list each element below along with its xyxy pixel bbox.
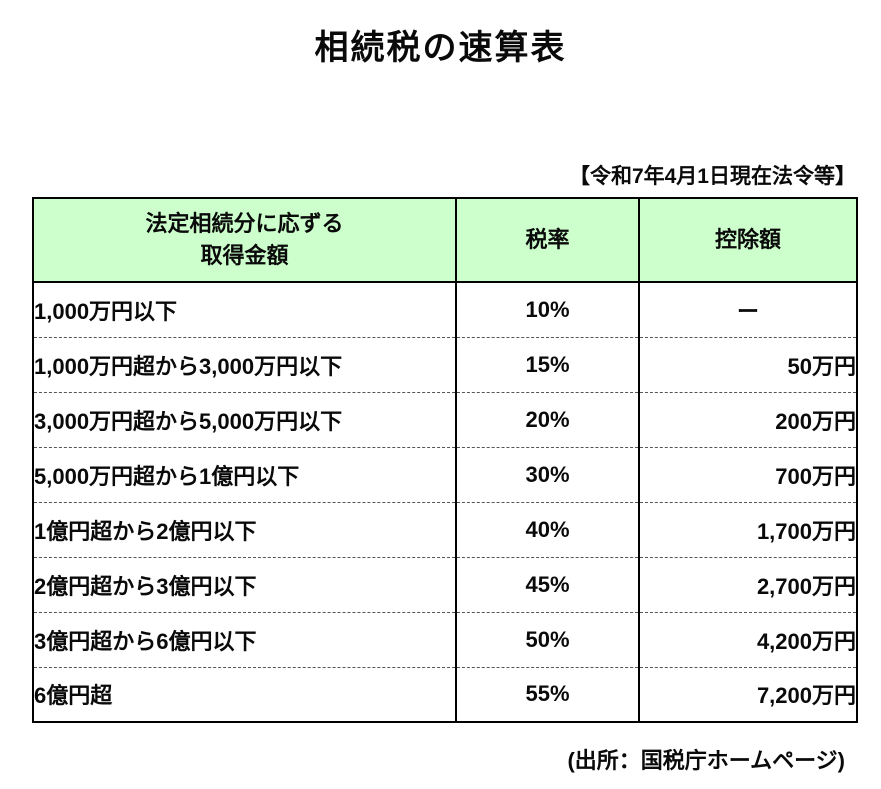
table-row: 1億円超から2億円以下 40% 1,700万円 xyxy=(32,501,858,557)
page-title: 相続税の速算表 xyxy=(314,29,567,67)
cell-deduction: ー xyxy=(638,281,858,337)
table-row: 2億円超から3億円以下 45% 2,700万円 xyxy=(32,556,858,612)
cell-rate: 40% xyxy=(455,501,640,557)
table-row: 1,000万円超から3,000万円以下 15% 50万円 xyxy=(32,336,858,392)
header-cell-tax-rate: 税率 xyxy=(455,197,640,283)
table-row: 6億円超 55% 7,200万円 xyxy=(32,666,858,723)
source-note: (出所：国税庁ホームページ) xyxy=(567,748,845,773)
cell-deduction: 1,700万円 xyxy=(638,501,858,557)
cell-rate: 20% xyxy=(455,391,640,447)
cell-rate: 55% xyxy=(455,666,640,723)
table-header-row: 法定相続分に応ずる 取得金額 税率 控除額 xyxy=(32,197,858,283)
cell-range: 1億円超から2億円以下 xyxy=(32,501,457,557)
cell-deduction: 700万円 xyxy=(638,446,858,502)
cell-rate: 45% xyxy=(455,556,640,612)
cell-range: 3億円超から6億円以下 xyxy=(32,611,457,667)
table-row: 5,000万円超から1億円以下 30% 700万円 xyxy=(32,446,858,502)
cell-range: 6億円超 xyxy=(32,666,457,723)
cell-rate: 50% xyxy=(455,611,640,667)
table-row: 3,000万円超から5,000万円以下 20% 200万円 xyxy=(32,391,858,447)
cell-deduction: 50万円 xyxy=(638,336,858,392)
table-row: 3億円超から6億円以下 50% 4,200万円 xyxy=(32,611,858,667)
cell-range: 2億円超から3億円以下 xyxy=(32,556,457,612)
table-row: 1,000万円以下 10% ー xyxy=(32,281,858,337)
cell-rate: 10% xyxy=(455,281,640,337)
cell-deduction: 7,200万円 xyxy=(638,666,858,723)
cell-range: 5,000万円超から1億円以下 xyxy=(32,446,457,502)
cell-range: 1,000万円超から3,000万円以下 xyxy=(32,336,457,392)
cell-deduction: 200万円 xyxy=(638,391,858,447)
cell-range: 1,000万円以下 xyxy=(32,281,457,337)
cell-rate: 15% xyxy=(455,336,640,392)
header-acquisition-line1: 法定相続分に応ずる xyxy=(145,211,344,237)
tax-rate-table: 法定相続分に応ずる 取得金額 税率 控除額 1,000万円以下 10% ー 1,… xyxy=(32,197,858,723)
cell-rate: 30% xyxy=(455,446,640,502)
header-cell-deduction: 控除額 xyxy=(638,197,858,283)
cell-deduction: 4,200万円 xyxy=(638,611,858,667)
cell-deduction: 2,700万円 xyxy=(638,556,858,612)
law-date-note: 【令和7年4月1日現在法令等】 xyxy=(568,165,856,188)
tax-rate-table-container: 法定相続分に応ずる 取得金額 税率 控除額 1,000万円以下 10% ー 1,… xyxy=(32,197,858,723)
header-cell-acquisition-amount: 法定相続分に応ずる 取得金額 xyxy=(32,197,457,283)
cell-range: 3,000万円超から5,000万円以下 xyxy=(32,391,457,447)
header-acquisition-line2: 取得金額 xyxy=(200,243,289,268)
